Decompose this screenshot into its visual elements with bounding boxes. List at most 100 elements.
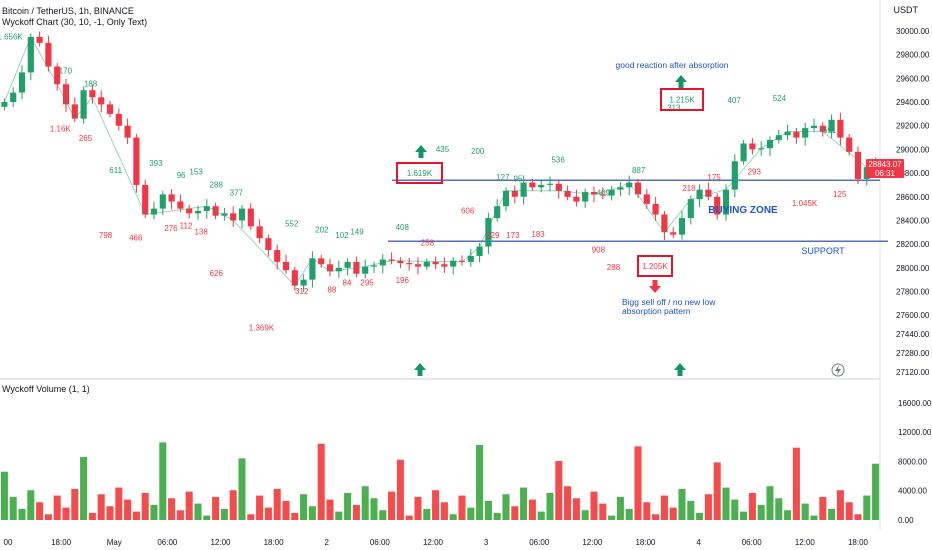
wyckoff-label: 112 — [180, 222, 193, 231]
volume-bar — [273, 488, 281, 520]
time-tick-label: 06:00 — [529, 538, 550, 547]
time-tick-label: 2 — [325, 538, 330, 547]
candle-body — [406, 263, 413, 265]
volume-bar — [810, 515, 818, 520]
candle-body — [80, 90, 87, 119]
wyckoff-wave-line — [4, 35, 868, 287]
price-tick-label: 28600.00 — [896, 193, 930, 202]
candle-body — [186, 208, 193, 214]
wyckoff-label: 173 — [506, 231, 520, 240]
wyckoff-label: 1.656K — [0, 32, 23, 41]
last-price-countdown: 06:31 — [875, 169, 896, 178]
wyckoff-label: 611 — [109, 166, 122, 175]
candle-body — [168, 194, 175, 202]
box-1205-label: 1.205K — [642, 262, 668, 271]
volume-bar — [150, 504, 158, 520]
volume-bar — [388, 491, 396, 520]
time-tick-label: 18:00 — [635, 538, 656, 547]
volume-bar — [484, 500, 492, 520]
time-tick-label: 12:00 — [210, 538, 231, 547]
candle-body — [652, 203, 659, 215]
candle-body — [555, 183, 562, 191]
down-arrow-icon — [649, 280, 661, 293]
time-tick-label: 12:00 — [423, 538, 444, 547]
candle-body — [1, 102, 8, 107]
wyckoff-label: 435 — [436, 145, 450, 154]
candle-body — [221, 213, 228, 216]
price-tick-label: 28800.00 — [896, 169, 930, 178]
candle-body — [133, 137, 140, 185]
candle-body — [766, 139, 774, 149]
candle-body — [423, 261, 430, 267]
candle-body — [626, 182, 633, 188]
volume-bar — [722, 487, 730, 520]
candle-body — [661, 214, 668, 233]
volume-bar — [379, 510, 387, 520]
volume-bar — [687, 500, 695, 520]
volume-bar — [652, 514, 660, 520]
volume-bar — [836, 490, 844, 520]
up-arrow-icon — [674, 363, 686, 376]
volume-bar — [106, 506, 114, 520]
volume-bar — [828, 508, 836, 520]
volume-bar — [62, 507, 70, 520]
candle-body — [749, 143, 756, 150]
candle-body — [362, 266, 369, 274]
candle-body — [300, 279, 307, 286]
volume-bar — [792, 447, 800, 520]
candle-body — [36, 36, 43, 43]
volume-bar — [159, 442, 167, 520]
wyckoff-label: 288 — [210, 180, 224, 189]
volume-bar — [27, 490, 35, 520]
candle-body — [802, 128, 809, 138]
candle-body — [546, 183, 554, 185]
volume-bar — [634, 446, 642, 520]
price-tick-label: 29800.00 — [896, 51, 930, 60]
volume-bar — [520, 487, 528, 520]
volume-bar — [740, 511, 748, 520]
wyckoff-label: 276 — [164, 224, 178, 233]
volume-bar — [44, 514, 52, 520]
volume-bar — [53, 495, 61, 520]
lightning-bolt — [835, 365, 841, 375]
volume-bar — [801, 503, 809, 520]
candle-body — [485, 218, 492, 247]
candle-body — [687, 199, 694, 219]
candle-body — [124, 125, 131, 138]
volume-bar — [555, 461, 563, 520]
candle-body — [397, 260, 404, 264]
volume-bar — [18, 508, 26, 520]
candle-body — [678, 218, 686, 235]
candle-body — [854, 151, 862, 180]
volume-bar — [229, 490, 237, 520]
volume-bar — [432, 490, 440, 520]
volume-bar — [97, 494, 105, 520]
wyckoff-label: 798 — [99, 231, 113, 240]
volume-bar — [608, 515, 616, 520]
candle-body — [837, 119, 844, 138]
volume-bar — [819, 496, 827, 520]
candle-body — [370, 265, 378, 267]
volume-bar — [238, 458, 246, 520]
candle-body — [608, 189, 615, 196]
up-arrow-icon — [414, 363, 426, 376]
volume-bar — [317, 443, 325, 520]
candle-body — [511, 190, 518, 197]
candle-body — [670, 232, 677, 235]
wyckoff-label: 1.045K — [792, 199, 818, 208]
candle-body — [573, 196, 580, 202]
volume-bar — [124, 499, 132, 520]
wyckoff-label: 200 — [471, 147, 485, 156]
volume-bar — [88, 512, 96, 520]
wyckoff-label: 293 — [748, 167, 762, 176]
box-1619-label: 1.619K — [407, 169, 433, 178]
price-tick-label: 27600.00 — [896, 311, 930, 320]
wyckoff-label: 377 — [230, 189, 244, 198]
candle-body — [238, 208, 246, 221]
volume-bar — [493, 512, 501, 520]
volume-bar — [590, 491, 598, 520]
candle-body — [538, 184, 545, 188]
wyckoff-label: 626 — [210, 269, 224, 278]
currency-label: USDT — [893, 5, 919, 15]
wyckoff-label: 466 — [129, 234, 143, 243]
